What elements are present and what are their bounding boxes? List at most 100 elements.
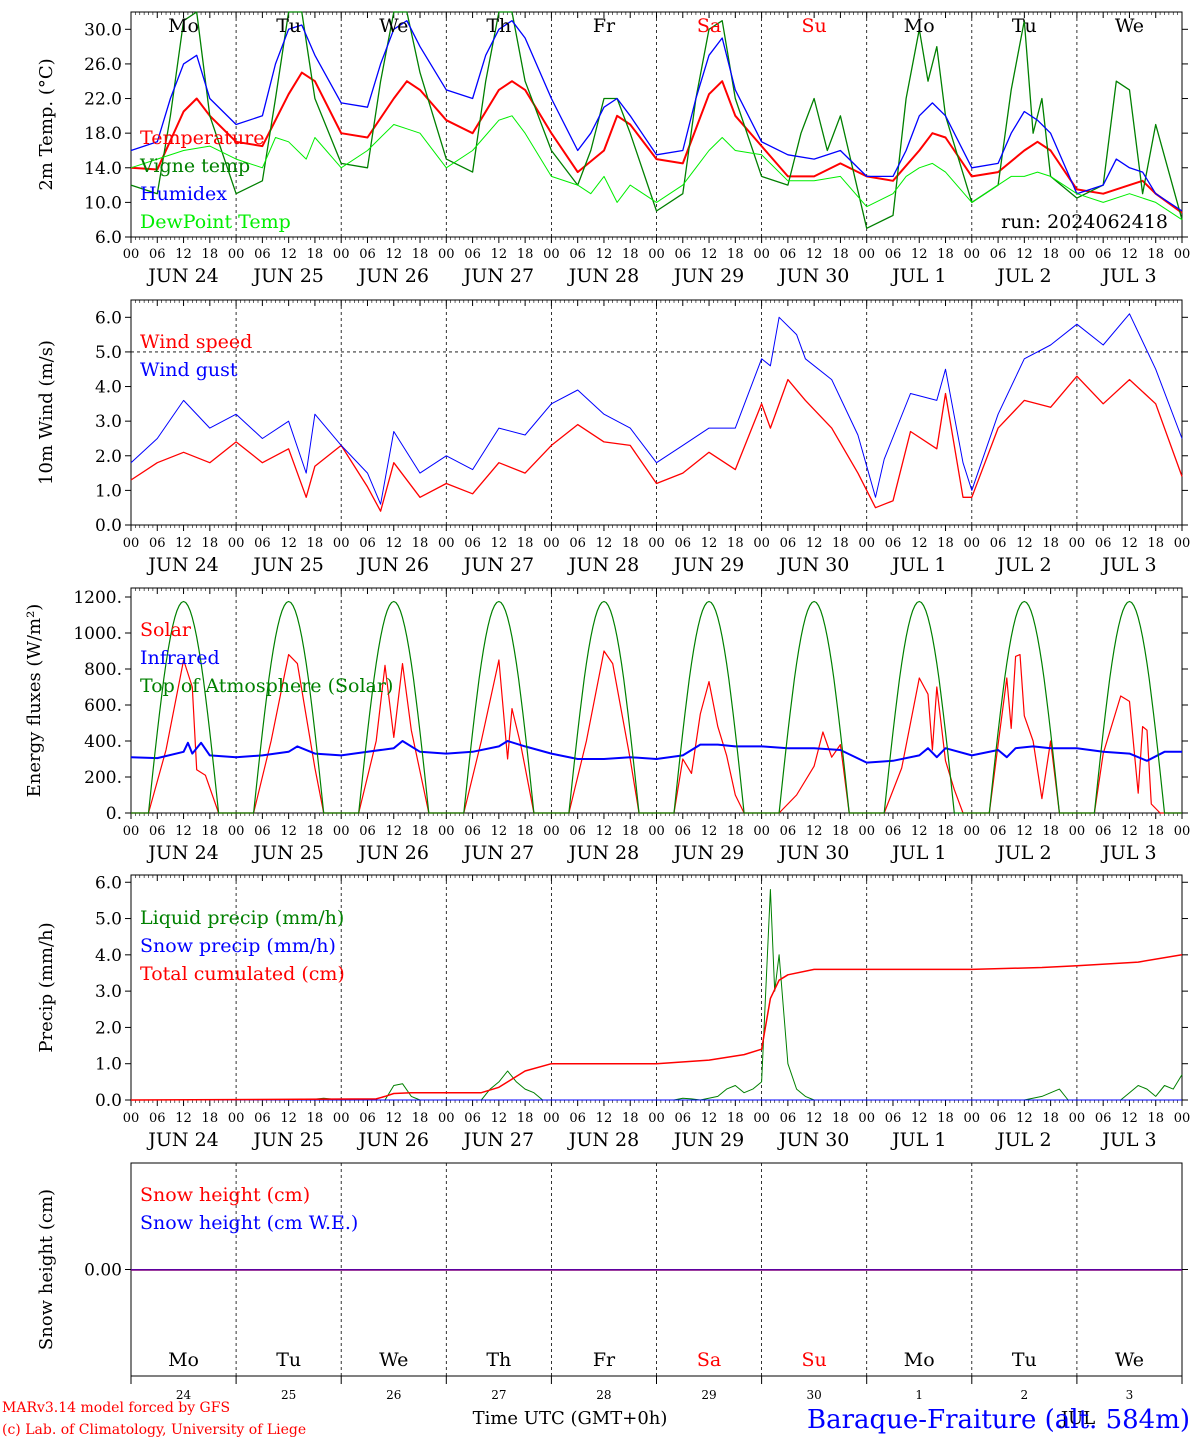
- hour-tick-label: 12: [1016, 824, 1033, 839]
- day-name-label: Mo: [904, 1349, 935, 1371]
- date-label: JUL 1: [890, 1129, 946, 1151]
- y-tick-label: 200.: [84, 768, 122, 788]
- panel-temperature: 00 06 12 18 00 06 12 18 00 06 12 18 00 06 12 18 00 06 12 18…: [36, 11, 1190, 287]
- hour-tick-label: 06: [885, 536, 902, 551]
- date-label: JUN 27: [462, 842, 534, 864]
- date-label: JUN 25: [251, 1129, 323, 1151]
- hour-tick-label: 00: [228, 536, 245, 551]
- hour-tick-label: 18: [412, 1111, 429, 1126]
- hour-tick-label: 00: [858, 536, 875, 551]
- hour-tick-label: 12: [701, 824, 718, 839]
- date-label: JUL 2: [995, 1129, 1051, 1151]
- legend-entry: DewPoint Temp: [140, 211, 291, 233]
- series-dewpoint-temp: [130, 115, 1183, 221]
- day-name-label: Tu: [1012, 1349, 1037, 1371]
- day-name-label: Tu: [1012, 15, 1037, 37]
- plot-frame: [130, 11, 1183, 238]
- legend-entry: Vigne temp: [139, 155, 250, 177]
- date-label: JUN 26: [357, 842, 429, 864]
- series-wind-gust: [130, 313, 1183, 505]
- hour-tick-label: 12: [806, 824, 823, 839]
- date-label: JUN 30: [777, 1129, 849, 1151]
- hour-tick-label: 06: [885, 247, 902, 262]
- hour-tick-label: 06: [254, 1111, 271, 1126]
- hour-tick-label: 18: [412, 536, 429, 551]
- hour-tick-label: 12: [1016, 536, 1033, 551]
- hour-tick-label: 12: [175, 536, 192, 551]
- day-number-label: 3: [1126, 1388, 1134, 1402]
- hour-tick-label: 06: [149, 824, 166, 839]
- day-name-label: Sa: [697, 15, 721, 37]
- station-name: Baraque-Fraiture (alt. 584m): [807, 1405, 1190, 1435]
- hour-tick-label: 12: [175, 1111, 192, 1126]
- date-label: JUN 29: [672, 1129, 744, 1151]
- hour-tick-label: 00: [438, 536, 455, 551]
- day-name-label: Sa: [697, 1349, 721, 1371]
- hour-tick-label: 00: [858, 824, 875, 839]
- hour-tick-label: 00: [964, 536, 981, 551]
- hour-tick-label: 06: [990, 536, 1007, 551]
- hour-tick-label: 06: [990, 824, 1007, 839]
- day-name-label: Su: [802, 15, 827, 37]
- hour-tick-label: 12: [280, 247, 297, 262]
- hour-tick-label: 18: [202, 247, 219, 262]
- hour-tick-label: 12: [701, 247, 718, 262]
- y-tick-label: 30.0: [84, 20, 122, 40]
- legend-entry: Snow precip (mm/h): [140, 935, 336, 957]
- day-name-label: Su: [802, 1349, 827, 1371]
- date-label: JUN 30: [777, 842, 849, 864]
- hour-tick-label: 06: [990, 1111, 1007, 1126]
- y-tick-label: 0.00: [84, 1261, 122, 1281]
- hour-tick-label: 18: [1147, 247, 1164, 262]
- hour-tick-label: 06: [675, 247, 692, 262]
- date-label: JUN 28: [567, 265, 639, 287]
- hour-tick-label: 12: [175, 247, 192, 262]
- hour-tick-label: 12: [911, 824, 928, 839]
- hour-tick-label: 12: [280, 824, 297, 839]
- day-name-label: Tu: [276, 1349, 301, 1371]
- hour-tick-label: 06: [1095, 1111, 1112, 1126]
- series-vigne-temp: [130, 11, 1183, 229]
- series-top-of-atmosphere-solar: [131, 600, 1182, 814]
- hour-tick-label: 18: [937, 1111, 954, 1126]
- date-label: JUL 1: [890, 265, 946, 287]
- y-tick-label: 6.0: [95, 228, 122, 248]
- y-axis-label: 2m Temp. (°C): [36, 58, 57, 190]
- y-tick-label: 1200.: [73, 588, 122, 608]
- day-number-label: 28: [596, 1388, 611, 1402]
- hour-tick-label: 00: [228, 247, 245, 262]
- hour-tick-label: 00: [858, 247, 875, 262]
- y-axis-label: Snow height (cm): [36, 1189, 57, 1350]
- hour-tick-label: 06: [780, 536, 797, 551]
- hour-tick-label: 06: [780, 1111, 797, 1126]
- hour-tick-label: 00: [1174, 1111, 1191, 1126]
- hour-tick-label: 00: [228, 1111, 245, 1126]
- date-label: JUN 29: [672, 842, 744, 864]
- y-tick-label: 10.0: [84, 193, 122, 213]
- y-tick-label: 600.: [84, 696, 122, 716]
- hour-tick-label: 12: [911, 1111, 928, 1126]
- hour-tick-label: 06: [254, 247, 271, 262]
- hour-tick-label: 06: [675, 1111, 692, 1126]
- day-name-label: Mo: [904, 15, 935, 37]
- hour-tick-label: 18: [622, 824, 639, 839]
- date-label: JUN 28: [567, 1129, 639, 1151]
- hour-tick-label: 12: [491, 1111, 508, 1126]
- hour-tick-label: 12: [596, 1111, 613, 1126]
- hour-tick-label: 12: [491, 247, 508, 262]
- y-tick-label: 0.0: [95, 1091, 122, 1111]
- hour-tick-label: 06: [359, 536, 376, 551]
- date-label: JUN 29: [672, 554, 744, 576]
- panel-snow: 0.00 Snow height (cm) Snow height (cm) Snow…: [36, 1162, 1188, 1402]
- hour-tick-label: 00: [648, 824, 665, 839]
- date-label: JUL 1: [890, 842, 946, 864]
- credit-line-2: (c) Lab. of Climatology, University of L…: [2, 1422, 306, 1438]
- day-number-label: 29: [701, 1388, 716, 1402]
- y-tick-label: 400.: [84, 732, 122, 752]
- series-infrared: [130, 740, 1182, 764]
- day-name-label: Mo: [168, 1349, 199, 1371]
- month-label-bottom: JUL: [1059, 1408, 1095, 1429]
- hour-tick-label: 18: [412, 824, 429, 839]
- hour-tick-label: 00: [964, 247, 981, 262]
- run-label: run: 2024062418: [1001, 211, 1168, 233]
